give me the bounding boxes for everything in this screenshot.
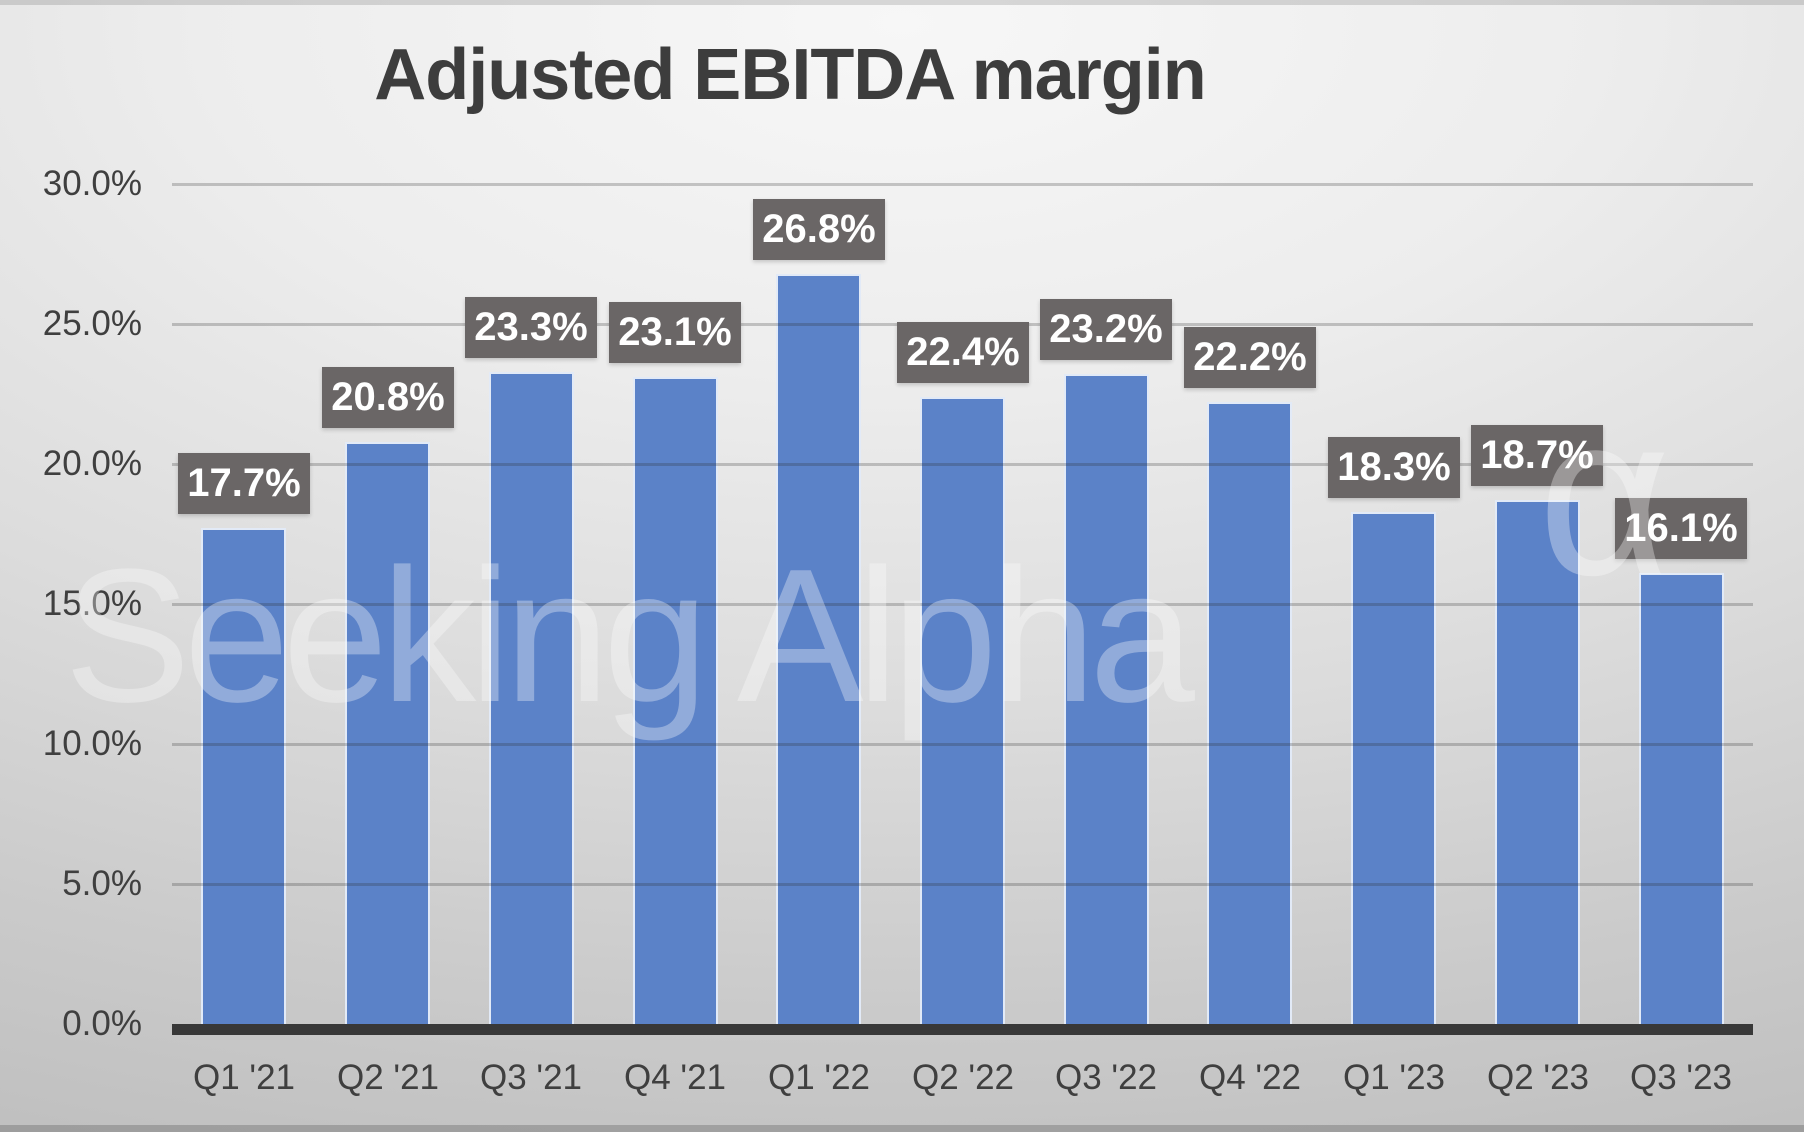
x-tick-label: Q3 '23	[1629, 1058, 1733, 1097]
bar-data-label: 26.8%	[753, 199, 885, 260]
x-tick-label: Q3 '22	[1054, 1058, 1158, 1097]
y-tick-label: 10.0%	[42, 724, 142, 763]
bar	[1064, 374, 1149, 1024]
gridline	[172, 463, 1753, 466]
y-tick-label: 0.0%	[62, 1004, 142, 1043]
bar-data-label: 18.3%	[1328, 437, 1460, 498]
bar	[1207, 402, 1292, 1024]
bar-data-label: 18.7%	[1471, 425, 1603, 486]
gridline	[172, 883, 1753, 886]
bar-data-label: 23.1%	[609, 302, 741, 363]
x-tick-label: Q3 '21	[479, 1058, 583, 1097]
bar-data-label: 16.1%	[1615, 498, 1747, 559]
bar	[1495, 500, 1580, 1024]
chart-title: Adjusted EBITDA margin	[374, 35, 1206, 115]
bar	[920, 397, 1005, 1024]
bar-data-label: 22.4%	[897, 322, 1029, 383]
bar	[345, 442, 430, 1024]
x-tick-label: Q2 '23	[1486, 1058, 1590, 1097]
y-tick-label: 25.0%	[42, 304, 142, 343]
y-tick-label: 15.0%	[42, 584, 142, 623]
y-tick-label: 5.0%	[62, 864, 142, 903]
slide-bottom-edge	[0, 1125, 1804, 1132]
slide-top-edge	[0, 0, 1804, 5]
x-axis-line	[172, 1024, 1753, 1035]
bar	[489, 372, 574, 1024]
bar	[1639, 573, 1724, 1024]
bar-data-label: 22.2%	[1184, 327, 1316, 388]
x-tick-label: Q4 '21	[623, 1058, 727, 1097]
gridline	[172, 183, 1753, 186]
gridline	[172, 743, 1753, 746]
y-tick-label: 30.0%	[42, 164, 142, 203]
x-tick-label: Q1 '21	[192, 1058, 296, 1097]
bar	[201, 528, 286, 1024]
x-tick-label: Q2 '21	[336, 1058, 440, 1097]
x-tick-label: Q1 '23	[1342, 1058, 1446, 1097]
bar-data-label: 23.2%	[1040, 299, 1172, 360]
gridline	[172, 603, 1753, 606]
x-tick-label: Q1 '22	[767, 1058, 871, 1097]
bar	[633, 377, 718, 1024]
bar-data-label: 17.7%	[178, 453, 310, 514]
bar-data-label: 20.8%	[322, 367, 454, 428]
x-tick-label: Q4 '22	[1198, 1058, 1302, 1097]
bar	[776, 274, 861, 1024]
bar	[1351, 512, 1436, 1024]
x-tick-label: Q2 '22	[911, 1058, 1015, 1097]
bar-data-label: 23.3%	[465, 297, 597, 358]
y-tick-label: 20.0%	[42, 444, 142, 483]
